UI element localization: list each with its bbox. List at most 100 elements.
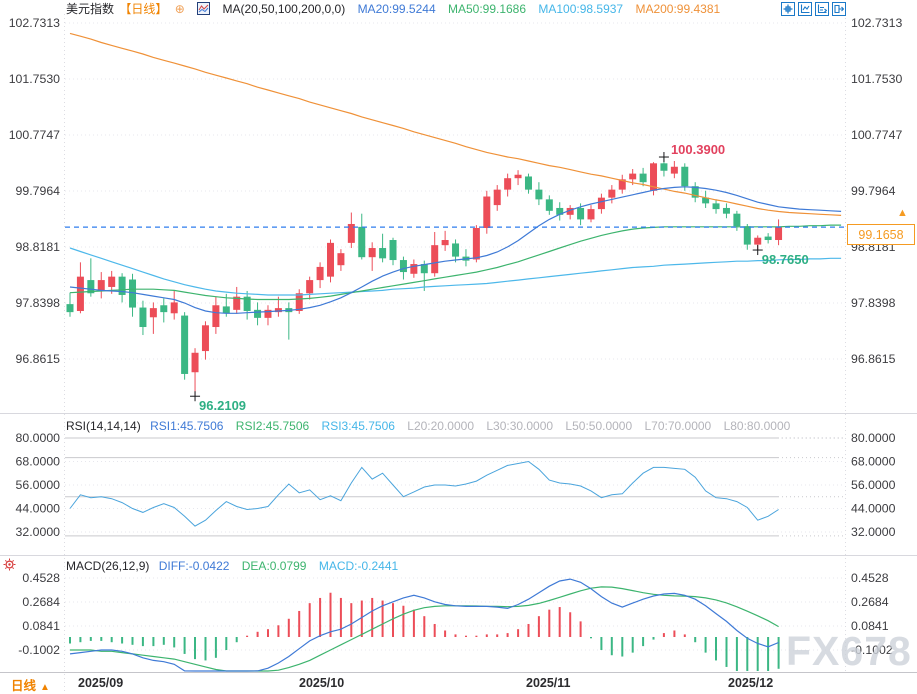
candle-body — [483, 196, 491, 228]
macd-bar — [558, 607, 561, 637]
macd-bar — [152, 637, 155, 647]
candle-body — [306, 280, 314, 294]
macd-axis-label-right: 0.0841 — [851, 619, 889, 633]
candle-body — [681, 166, 689, 187]
macd-bar — [204, 637, 207, 661]
candle-body — [368, 248, 376, 258]
macd-bar — [569, 612, 572, 637]
macd-bar — [579, 621, 582, 637]
macd-bar — [183, 637, 186, 654]
macd-bar — [69, 637, 71, 644]
candle-body — [347, 223, 355, 243]
macd-settings-label: MACD(26,12,9) — [66, 559, 150, 573]
candle-body — [504, 178, 512, 190]
low-price-annotation: 98.7650 — [762, 252, 809, 267]
candle-body — [597, 197, 605, 210]
rsi-l30-label: L30:30.0000 — [486, 419, 554, 433]
rsi-axis-label-left: 68.0000 — [16, 454, 61, 468]
dea-value: DEA:0.0799 — [241, 559, 307, 573]
rsi3-value: RSI3:45.7506 — [321, 419, 395, 433]
symbol-title: 美元指数 — [66, 2, 115, 16]
pan-to-latest-icon[interactable] — [832, 2, 846, 16]
candle-body — [295, 293, 303, 311]
rsi1-value: RSI1:45.7506 — [150, 419, 224, 433]
macd-bar — [402, 605, 405, 637]
macd-bar — [475, 635, 478, 637]
candle-body — [160, 305, 168, 313]
candles-layer — [66, 157, 783, 397]
x-axis-date-label: 2025/10 — [299, 676, 345, 690]
candle-body — [170, 302, 178, 314]
macd-bar — [360, 600, 363, 637]
rsi-axis-label-right: 32.0000 — [851, 525, 896, 539]
macd-bar — [496, 634, 499, 637]
macd-bar — [506, 633, 509, 637]
move-tool-icon[interactable] — [781, 2, 795, 16]
price-axis-label-left: 101.7530 — [9, 72, 60, 86]
macd-bar — [600, 637, 603, 651]
price-axis-label-right: 102.7313 — [851, 16, 902, 30]
candle-body — [410, 264, 418, 274]
candle-body — [639, 173, 647, 183]
macd-bar — [121, 637, 124, 644]
candle-body — [389, 240, 397, 261]
macd-bar — [100, 637, 103, 641]
macd-bar — [371, 597, 374, 637]
high-price-annotation: 100.3900 — [671, 142, 725, 157]
chart-toolbar — [781, 2, 846, 16]
macd-bar — [631, 637, 634, 653]
candle-body — [87, 280, 95, 294]
axis-fit-icon[interactable] — [815, 2, 829, 16]
macd-axis-label-left: 0.0841 — [22, 619, 60, 633]
candle-body — [493, 189, 501, 206]
macd-bar — [621, 637, 624, 657]
candle-body — [399, 260, 407, 273]
candle-body — [274, 308, 282, 313]
macd-bar — [89, 637, 92, 641]
macd-bar — [214, 637, 217, 658]
chart-type-icon[interactable] — [197, 2, 211, 18]
candle-body — [764, 236, 772, 241]
rsi-axis-label-left: 32.0000 — [16, 525, 61, 539]
watermark: FX678 — [786, 628, 912, 674]
last-price-value: 99.1658 — [858, 227, 904, 242]
rsi-l20-label: L20:20.0000 — [407, 419, 474, 433]
price-axis-label-left: 98.8181 — [16, 240, 61, 254]
candle-body — [629, 173, 637, 180]
macd-axis-label-left: -0.1002 — [18, 643, 60, 657]
macd-bar — [131, 637, 134, 645]
candle-body — [212, 305, 220, 328]
macd-axis-label-right: 0.2684 — [851, 595, 889, 609]
macd-bar — [162, 637, 165, 645]
rsi-axis-label-right: 56.0000 — [851, 478, 896, 492]
macd-bar — [267, 629, 269, 637]
interval-selector[interactable]: 日线 ▲ — [11, 675, 50, 694]
macd-bar — [610, 637, 613, 656]
add-indicator-icon[interactable]: ⊕ — [174, 2, 185, 16]
x-axis-date-label: 2025/11 — [526, 676, 571, 690]
macd-bar — [548, 609, 551, 637]
macd-bar — [246, 635, 249, 637]
macd-bar — [298, 610, 301, 637]
candle-body — [660, 163, 668, 171]
axis-scale-icon[interactable] — [798, 2, 812, 16]
indicator-marker-icon[interactable] — [3, 558, 16, 576]
candle-body — [243, 296, 251, 311]
macd-bar — [704, 637, 707, 653]
rsi-axis-label-left: 80.0000 — [16, 431, 61, 445]
annotations-layer: 100.3900 96.2109 98.7650 — [190, 142, 809, 413]
macd-bar — [746, 637, 749, 671]
macd-bar — [756, 637, 759, 671]
macd-bar — [173, 637, 176, 648]
candle-body — [691, 186, 699, 198]
price-axis-label-left: 97.8398 — [16, 296, 61, 310]
rsi-axis-label-left: 56.0000 — [16, 478, 61, 492]
macd-histogram — [69, 592, 780, 671]
macd-value: MACD:-0.2441 — [318, 559, 399, 573]
ma-lines-layer — [69, 32, 842, 314]
macd-bar — [194, 637, 196, 660]
candle-body — [264, 309, 272, 318]
candle-body — [181, 315, 189, 374]
candle-body — [139, 307, 147, 328]
